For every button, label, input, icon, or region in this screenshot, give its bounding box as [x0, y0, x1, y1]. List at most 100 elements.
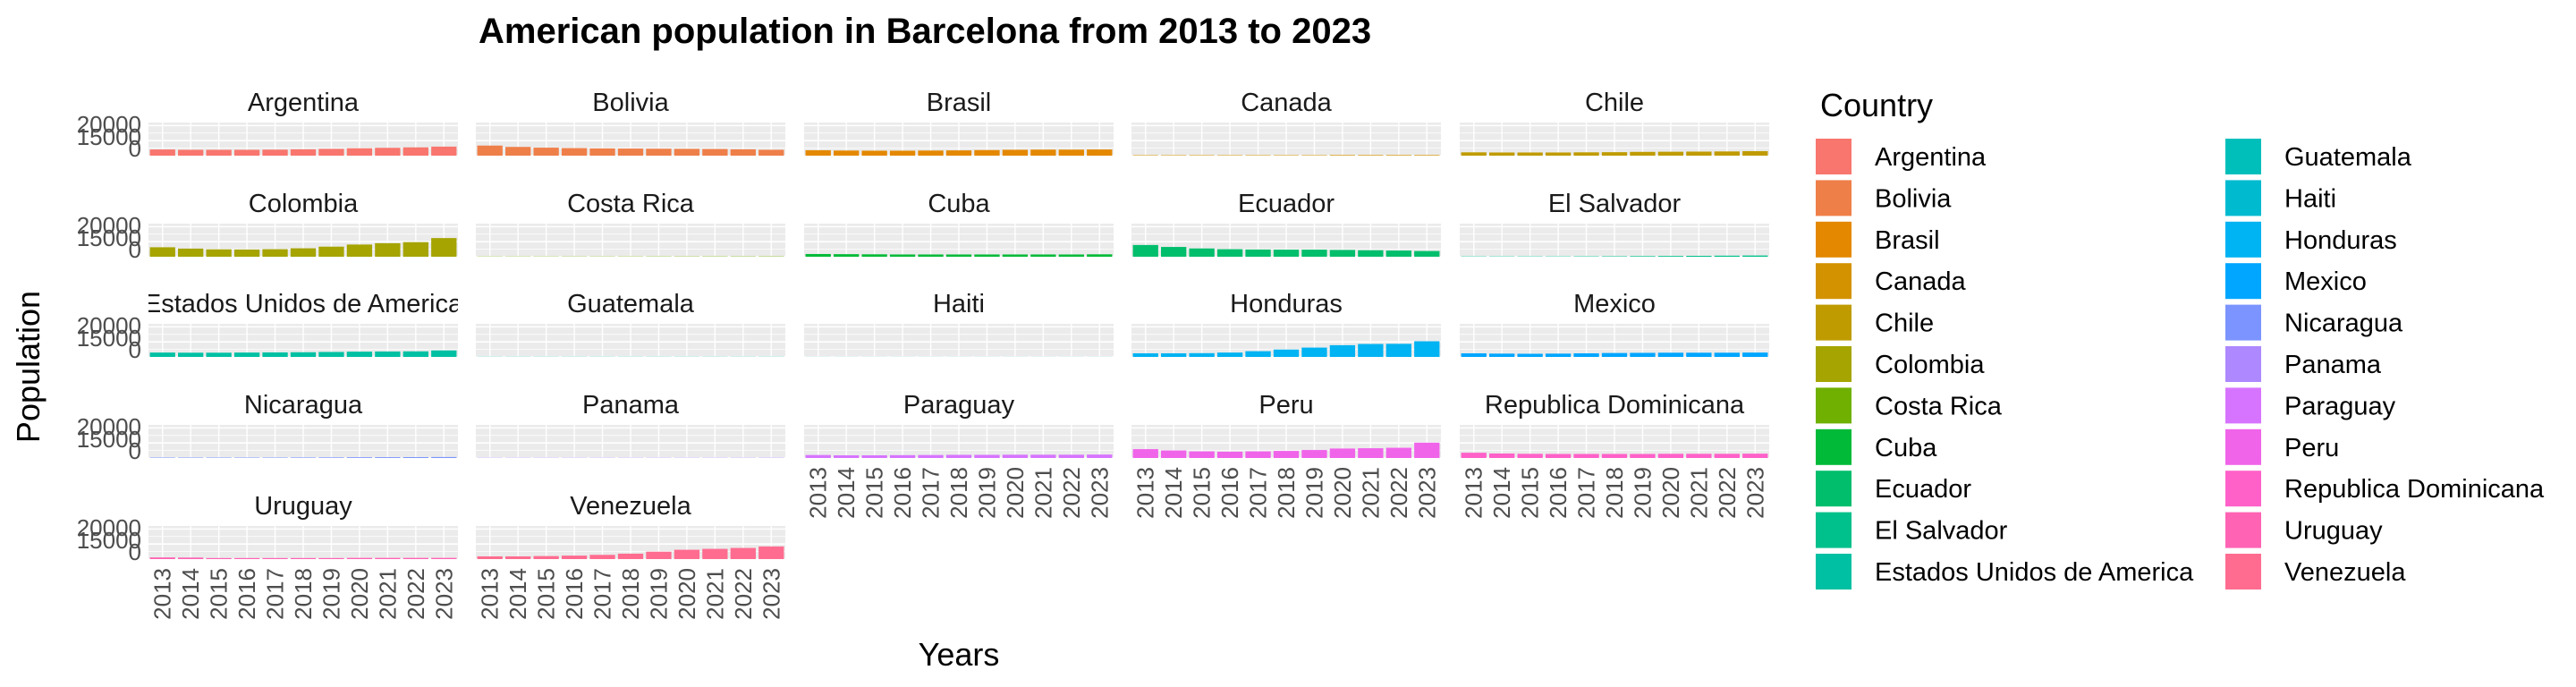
bar-colombia-2022 [402, 242, 428, 257]
bar-chile-2021 [1686, 151, 1712, 156]
facet-label: Nicaragua [244, 391, 363, 420]
legend-label: Nicaragua [2284, 310, 2403, 338]
x-tick-label: 2015 [1189, 467, 1216, 519]
legend-key [2225, 554, 2261, 589]
bar-argentina-2020 [346, 148, 373, 156]
x-tick-label: 2017 [1573, 467, 1600, 519]
legend-label: Republica Dominicana [2284, 475, 2545, 504]
bar-uruguay-2016 [233, 557, 260, 559]
x-tick-label: 2023 [430, 568, 457, 620]
bar-uruguay-2015 [206, 557, 232, 559]
bar-argentina-2014 [178, 149, 204, 156]
bars-chile [1461, 150, 1768, 156]
bar-canada-2017 [1245, 155, 1271, 156]
legend-key [1816, 387, 1852, 424]
bar-colombia-2020 [346, 244, 373, 257]
bar-chile-2016 [1545, 152, 1572, 156]
bar-nicaragua-2023 [431, 456, 457, 458]
x-tick-label: 2018 [1601, 467, 1628, 519]
bar-nicaragua-2016 [233, 457, 260, 458]
bar-brasil-2014 [834, 150, 860, 156]
facet-label: Paraguay [903, 391, 1015, 420]
bar-nicaragua-2015 [206, 457, 232, 458]
bar-venezuela-2014 [505, 556, 531, 559]
legend-label: Panama [2284, 351, 2382, 379]
bars-paraguay [805, 454, 1113, 458]
bar-honduras-2020 [1329, 344, 1356, 357]
x-tick-label: 2021 [701, 568, 728, 620]
legend-label: Costa Rica [1875, 392, 2003, 420]
bar-mexico-2023 [1742, 352, 1768, 357]
y-axis-title: Population [10, 291, 47, 443]
x-tick-labels: 2013 2014 2015 2016 2017 2018 2019 2020 2021 2022… [1132, 467, 1441, 519]
bar-brasil-2017 [918, 150, 944, 156]
x-tick-label: 2022 [402, 568, 429, 620]
bar-brasil-2016 [889, 150, 916, 156]
legend-item-estados-unidos-de-america: Estados Unidos de America [1816, 554, 2194, 589]
legend-label: Bolivia [1875, 184, 1952, 213]
bar-nicaragua-2018 [290, 457, 317, 458]
x-tick-labels: 2013 2014 2015 2016 2017 2018 2019 2020 2021 2022… [149, 568, 458, 620]
x-tick-label: 2019 [1301, 467, 1327, 519]
x-tick-label: 2020 [1657, 467, 1684, 519]
panel-brasil: Brasil [804, 89, 1114, 157]
x-tick-label: 2015 [533, 568, 560, 620]
bars-estados-unidos-de-america [149, 350, 457, 357]
facet-label: Panama [582, 391, 680, 420]
bar-brasil-2020 [1002, 149, 1029, 156]
x-tick-label: 2013 [149, 568, 176, 620]
bar-brasil-2015 [861, 150, 887, 156]
bar-argentina-2017 [262, 149, 288, 156]
legend-item-el-salvador: El Salvador [1816, 512, 2008, 548]
bar-argentina-2021 [375, 148, 401, 156]
bar-cuba-2013 [805, 253, 831, 257]
bar-chile-2013 [1461, 152, 1487, 156]
x-tick-label: 2018 [290, 568, 317, 620]
legend-item-nicaragua: Nicaragua [2225, 304, 2403, 341]
legend-item-argentina: Argentina [1816, 139, 1987, 174]
bar-el-salvador-2022 [1714, 255, 1740, 257]
bar-bolivia-2023 [758, 149, 784, 156]
bar-paraguay-2014 [834, 454, 860, 458]
facet-label: Argentina [248, 89, 360, 117]
x-tick-labels: 2013 2014 2015 2016 2017 2018 2019 2020 2021 2022… [805, 467, 1114, 519]
bar-paraguay-2018 [945, 454, 972, 458]
panel-guatemala: Guatemala [476, 290, 785, 358]
legend-item-republica-dominicana: Republica Dominicana [2225, 471, 2545, 507]
facet-label: Uruguay [254, 492, 352, 521]
bars-venezuela [477, 546, 784, 559]
bar-estados-unidos-de-america-2021 [375, 351, 401, 357]
bar-peru-2018 [1273, 451, 1300, 458]
x-tick-label: 2020 [674, 568, 700, 620]
bar-republica-dominicana-2020 [1657, 454, 1684, 458]
bar-colombia-2017 [262, 249, 288, 257]
facet-label: Cuba [928, 190, 990, 218]
legend-key [1816, 554, 1852, 589]
bar-honduras-2018 [1273, 349, 1300, 357]
x-tick-label: 2017 [918, 467, 945, 519]
bar-bolivia-2014 [505, 147, 531, 156]
bar-republica-dominicana-2023 [1742, 454, 1768, 458]
bar-peru-2019 [1301, 450, 1327, 458]
bar-chile-2023 [1742, 150, 1768, 156]
bar-peru-2020 [1329, 448, 1356, 458]
facet-label: Estados Unidos de America [144, 290, 463, 318]
y-tick-label: 20000 [77, 111, 141, 138]
bar-venezuela-2015 [533, 556, 559, 559]
bar-canada-2014 [1161, 155, 1187, 156]
bar-nicaragua-2022 [402, 456, 428, 458]
bar-ecuador-2019 [1301, 250, 1327, 257]
bar-estados-unidos-de-america-2020 [346, 352, 373, 357]
bar-cuba-2023 [1087, 254, 1113, 257]
bar-colombia-2019 [318, 246, 344, 257]
legend-label: Venezuela [2284, 558, 2406, 587]
facet-label: Brasil [927, 89, 992, 117]
legend-label: Peru [2284, 434, 2339, 462]
bar-nicaragua-2014 [178, 457, 204, 458]
legend-item-brasil: Brasil [1816, 221, 1940, 258]
bars-mexico [1461, 352, 1768, 357]
bar-brasil-2019 [974, 149, 1000, 156]
